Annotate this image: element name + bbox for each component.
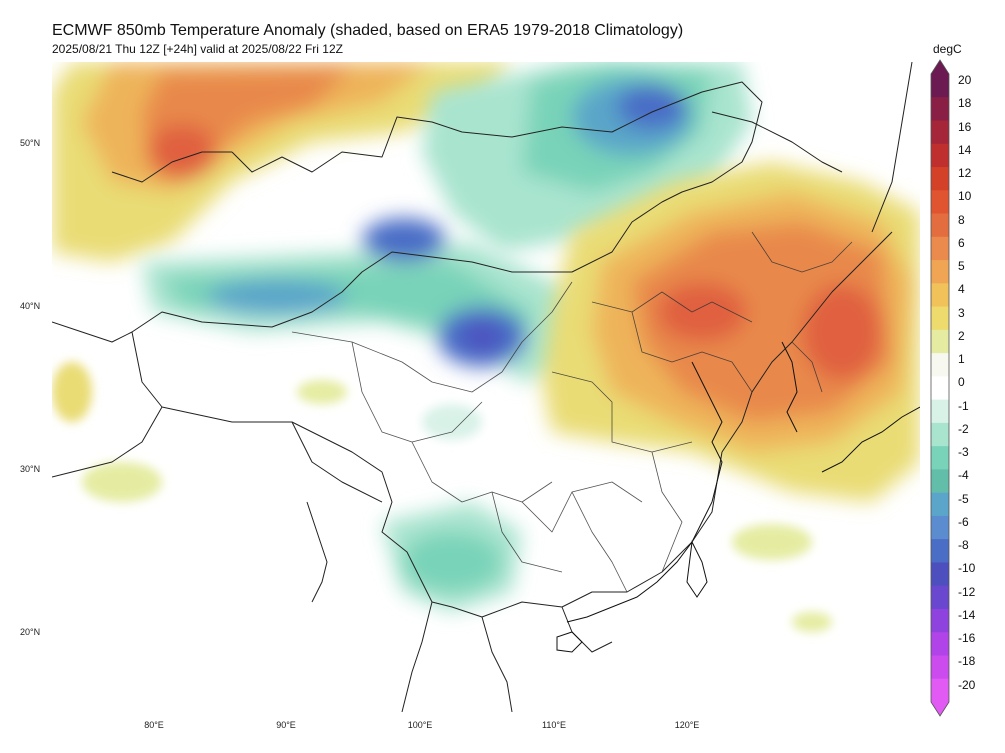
colorbar-tick-label: -4: [958, 468, 969, 483]
temperature-anomaly-map: [52, 62, 920, 712]
colorbar-tick-label: 14: [958, 142, 972, 157]
colorbar-tick-label: -8: [958, 538, 969, 553]
colorbar-segment: [931, 376, 949, 401]
lon-label-90e: 90°E: [276, 720, 296, 730]
minor-anomaly-patches: [52, 362, 832, 632]
colorbar-segment: [931, 120, 949, 145]
colorbar-tick-label: -16: [958, 631, 976, 646]
colorbar-segment: [931, 353, 949, 377]
colorbar-tick-label: -5: [958, 491, 969, 506]
cool-anomaly-southwest: [382, 502, 522, 612]
colorbar-tick-label: 16: [958, 119, 972, 134]
province-boundaries: [291, 231, 853, 593]
colorbar-segment: [931, 97, 949, 122]
colorbar-segment: [931, 585, 949, 610]
colorbar-tick-label: -10: [958, 561, 976, 576]
lon-label-110e: 110°E: [542, 720, 566, 730]
map-title: ECMWF 850mb Temperature Anomaly (shaded,…: [52, 22, 684, 39]
colorbar-segment: [931, 492, 949, 517]
colorbar-segment: [931, 283, 949, 308]
colorbar-tick-label: 3: [958, 305, 965, 320]
colorbar-segment: [931, 446, 949, 471]
colorbar-tick-label: 12: [958, 166, 972, 181]
colorbar-tick-label: 18: [958, 96, 972, 111]
colorbar: [930, 59, 950, 717]
colorbar-segment: [931, 167, 949, 191]
cool-anomaly-north: [422, 62, 752, 252]
colorbar-tick-label: -6: [958, 514, 969, 529]
lat-label-30n: 30°N: [20, 464, 41, 474]
cool-anomaly-west: [142, 218, 582, 382]
colorbar-tick-label: -1: [958, 398, 969, 413]
colorbar-segment: [931, 143, 949, 168]
country-boundaries: [52, 62, 913, 712]
colorbar-segment: [931, 608, 949, 633]
colorbar-tick-label: -18: [958, 654, 976, 669]
lon-label-120e: 120°E: [674, 720, 700, 730]
colorbar-tick-label: 4: [958, 282, 965, 297]
coastline: [556, 341, 920, 653]
colorbar-segment: [931, 306, 949, 331]
colorbar-segment: [931, 515, 949, 540]
colorbar-segment: [931, 260, 949, 284]
colorbar-segment: [931, 655, 949, 680]
colorbar-outline: [930, 59, 950, 717]
colorbar-segment: [931, 236, 949, 261]
colorbar-tick-label: -14: [958, 607, 976, 622]
colorbar-segment: [931, 329, 949, 354]
warm-anomaly-northwest: [52, 62, 512, 262]
colorbar-segment: [931, 399, 949, 424]
colorbar-segment: [931, 539, 949, 564]
colorbar-tick-label: 6: [958, 235, 965, 250]
colorbar-tick-label: 20: [958, 73, 972, 87]
map-canvas: [52, 62, 920, 712]
colorbar-tick-label: -12: [958, 584, 976, 599]
colorbar-tick-label: 1: [958, 352, 965, 367]
colorbar-min-extend: [931, 702, 949, 716]
colorbar-tick-label: -20: [958, 677, 976, 692]
lon-label-100e: 100°E: [407, 720, 433, 730]
lon-label-80e: 80°E: [144, 720, 164, 730]
colorbar-segment: [931, 74, 949, 98]
lat-label-50n: 50°N: [20, 138, 41, 148]
colorbar-segment: [931, 632, 949, 657]
colorbar-tick-label: 8: [958, 212, 965, 227]
map-subtitle: 2025/08/21 Thu 12Z [+24h] valid at 2025/…: [52, 42, 343, 56]
colorbar-segment: [931, 190, 949, 215]
colorbar-unit: degC: [933, 42, 962, 56]
colorbar-tick-label: 0: [958, 375, 965, 390]
lat-label-20n: 20°N: [20, 627, 41, 637]
colorbar-segment: [931, 469, 949, 494]
lat-label-40n: 40°N: [20, 301, 41, 311]
colorbar-tick-label: -3: [958, 445, 969, 460]
colorbar-segment: [931, 562, 949, 587]
colorbar-tick-label: 5: [958, 259, 965, 274]
colorbar-segment: [931, 422, 949, 447]
colorbar-segment: [931, 678, 949, 703]
colorbar-segment: [931, 213, 949, 238]
colorbar-tick-label: 10: [958, 189, 972, 204]
colorbar-max-extend: [931, 60, 949, 74]
colorbar-tick-label: -2: [958, 421, 969, 436]
colorbar-tick-label: 2: [958, 328, 965, 343]
